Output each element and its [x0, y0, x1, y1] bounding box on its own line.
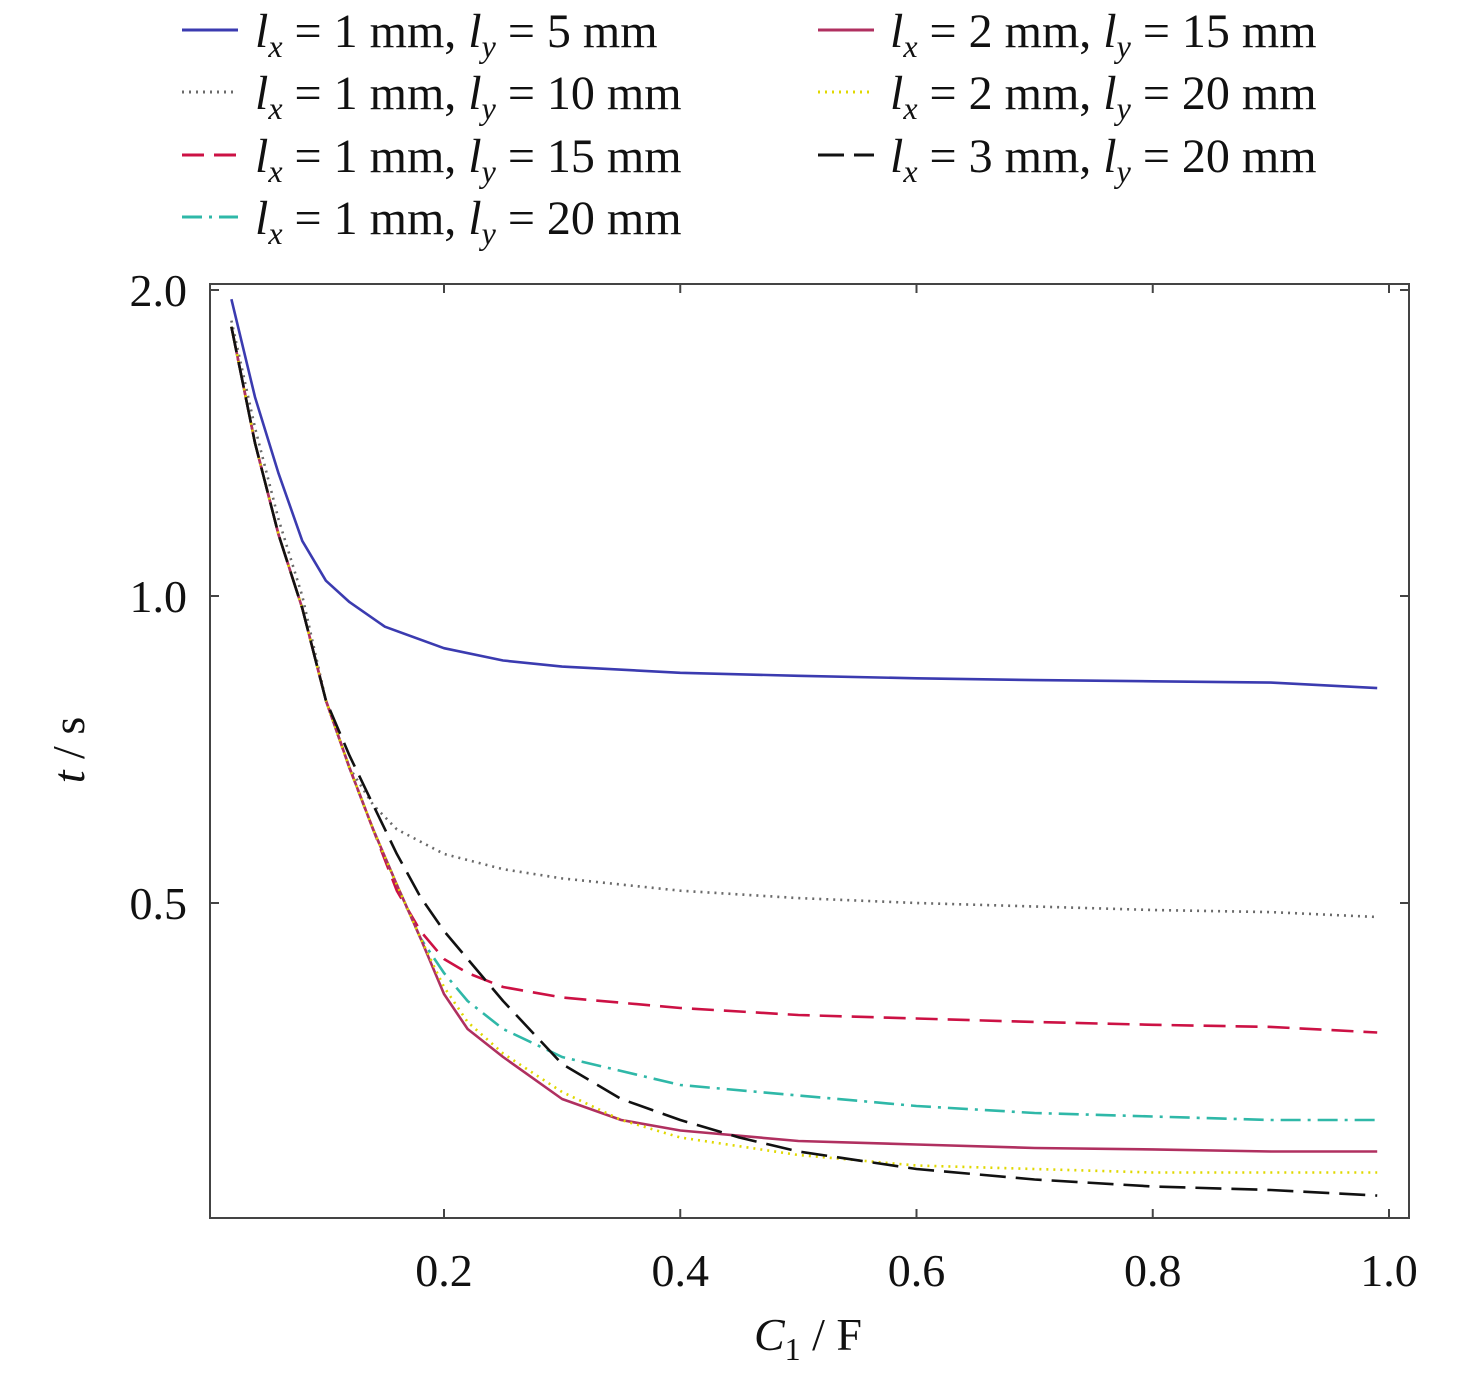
y-tick-label: 1.0	[130, 571, 188, 622]
legend-item: lx = 2 mm, ly = 20 mm	[818, 67, 1317, 126]
legend-label: lx = 3 mm, ly = 20 mm	[890, 130, 1317, 189]
series-line-lx1-ly5	[230, 298, 1378, 690]
series-line-lx2-ly15	[230, 326, 1378, 1153]
series-line-lx3-ly20	[230, 326, 1378, 1197]
series-line-lx1-ly10	[230, 320, 1378, 919]
legend-label: lx = 1 mm, ly = 20 mm	[255, 192, 682, 251]
y-ticks: 0.5 1.0 2.0	[130, 265, 1409, 929]
legend-label: lx = 1 mm, ly = 5 mm	[255, 5, 658, 64]
y-tick-label: 2.0	[130, 265, 188, 316]
x-tick-label: 1.0	[1360, 1245, 1418, 1296]
y-axis-label: t / s	[43, 717, 94, 783]
legend-item: lx = 1 mm, ly = 20 mm	[182, 192, 682, 251]
legend-item: lx = 1 mm, ly = 10 mm	[182, 67, 682, 126]
legend-label: lx = 2 mm, ly = 20 mm	[890, 67, 1317, 126]
legend-label: lx = 2 mm, ly = 15 mm	[890, 5, 1317, 64]
legend-item: lx = 1 mm, ly = 5 mm	[182, 5, 658, 64]
series-line-lx2-ly20	[230, 326, 1378, 1174]
legend-item: lx = 3 mm, ly = 20 mm	[818, 130, 1317, 189]
series-line-lx1-ly20	[230, 326, 1378, 1122]
plot-frame	[209, 283, 1410, 1219]
x-tick-label: 0.6	[888, 1245, 946, 1296]
legend-label: lx = 1 mm, ly = 15 mm	[255, 130, 682, 189]
x-tick-label: 0.2	[415, 1245, 473, 1296]
x-ticks: 0.2 0.4 0.6 0.8 1.0	[415, 284, 1418, 1296]
legend-label: lx = 1 mm, ly = 10 mm	[255, 67, 682, 126]
y-tick-label: 0.5	[130, 878, 188, 929]
series-group	[230, 298, 1378, 1197]
legend-item: lx = 2 mm, ly = 15 mm	[818, 5, 1317, 64]
x-tick-label: 0.4	[652, 1245, 710, 1296]
x-axis-label: C1 / F	[754, 1309, 862, 1367]
series-line-lx1-ly15	[230, 326, 1378, 1034]
legend-item: lx = 1 mm, ly = 15 mm	[182, 130, 682, 189]
x-tick-label: 0.8	[1124, 1245, 1182, 1296]
